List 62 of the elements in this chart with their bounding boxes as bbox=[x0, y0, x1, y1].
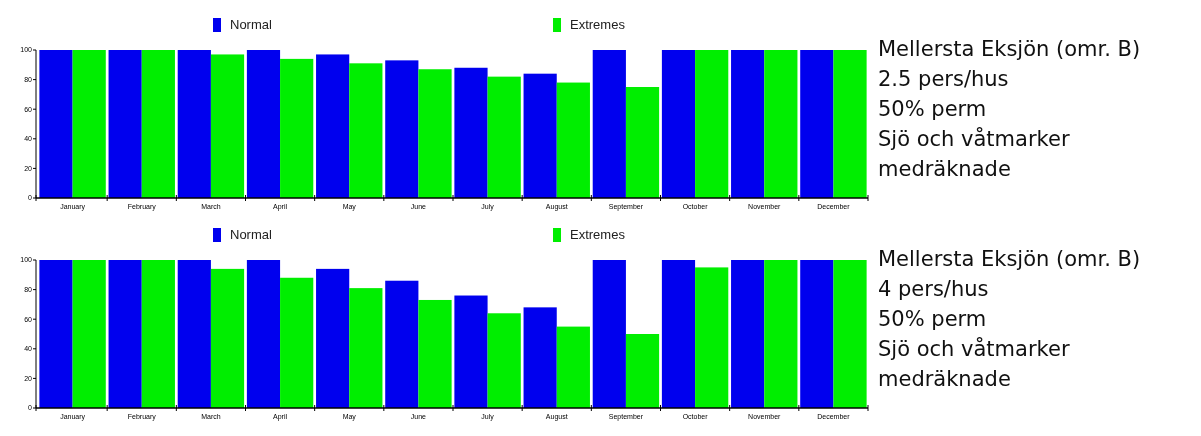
bar bbox=[625, 87, 660, 198]
bar bbox=[454, 295, 488, 408]
bar bbox=[246, 260, 281, 408]
bar bbox=[385, 60, 419, 198]
legend-label: Normal bbox=[230, 17, 273, 32]
bar bbox=[661, 260, 696, 408]
bar bbox=[385, 280, 419, 408]
text: 4 pers/hus bbox=[878, 277, 989, 301]
bar bbox=[487, 313, 521, 408]
bar bbox=[833, 50, 867, 198]
bar bbox=[141, 50, 175, 198]
bar bbox=[210, 54, 245, 198]
bar bbox=[487, 76, 521, 198]
bar bbox=[141, 260, 175, 408]
bar bbox=[833, 260, 867, 408]
bar bbox=[177, 260, 211, 408]
bar bbox=[800, 50, 834, 198]
text: Mellersta Eksjön (omr. B) bbox=[878, 37, 1141, 61]
text: 2.5 pers/hus bbox=[878, 67, 1009, 91]
bar bbox=[661, 50, 696, 198]
bar bbox=[177, 50, 211, 198]
bar bbox=[418, 299, 452, 408]
bar bbox=[210, 268, 245, 408]
bar bbox=[625, 334, 660, 408]
bar bbox=[349, 63, 383, 198]
bar bbox=[39, 260, 73, 408]
bar bbox=[454, 67, 488, 198]
bar bbox=[695, 50, 729, 198]
bar bbox=[108, 50, 142, 198]
legend-label: Extremes bbox=[570, 227, 626, 242]
bar bbox=[556, 82, 590, 198]
bar bbox=[72, 260, 106, 408]
bar bbox=[800, 260, 834, 408]
text: Sjö och våtmarker bbox=[878, 126, 1070, 151]
bar bbox=[556, 326, 590, 408]
bar bbox=[523, 73, 557, 198]
text: medräknade bbox=[878, 157, 1011, 181]
text: medräknade bbox=[878, 367, 1011, 391]
bar bbox=[280, 277, 314, 408]
text: 50% perm bbox=[878, 307, 987, 331]
bar bbox=[592, 50, 626, 198]
bar bbox=[695, 267, 729, 408]
bar bbox=[316, 54, 350, 198]
bar bbox=[731, 260, 765, 408]
bar bbox=[764, 260, 798, 408]
bar bbox=[280, 58, 314, 198]
legend-label: Normal bbox=[230, 227, 273, 242]
bar bbox=[72, 50, 106, 198]
bar bbox=[108, 260, 142, 408]
bar bbox=[418, 69, 452, 198]
bar bbox=[39, 50, 73, 198]
text: Sjö och våtmarker bbox=[878, 336, 1070, 361]
bar bbox=[349, 288, 383, 408]
bar bbox=[731, 50, 765, 198]
text: Mellersta Eksjön (omr. B) bbox=[878, 247, 1141, 271]
bar bbox=[246, 50, 281, 198]
text: 50% perm bbox=[878, 97, 987, 121]
legend-label: Extremes bbox=[570, 17, 626, 32]
bar bbox=[316, 268, 350, 408]
bar bbox=[764, 50, 798, 198]
bar bbox=[592, 260, 626, 408]
bar bbox=[523, 307, 557, 408]
